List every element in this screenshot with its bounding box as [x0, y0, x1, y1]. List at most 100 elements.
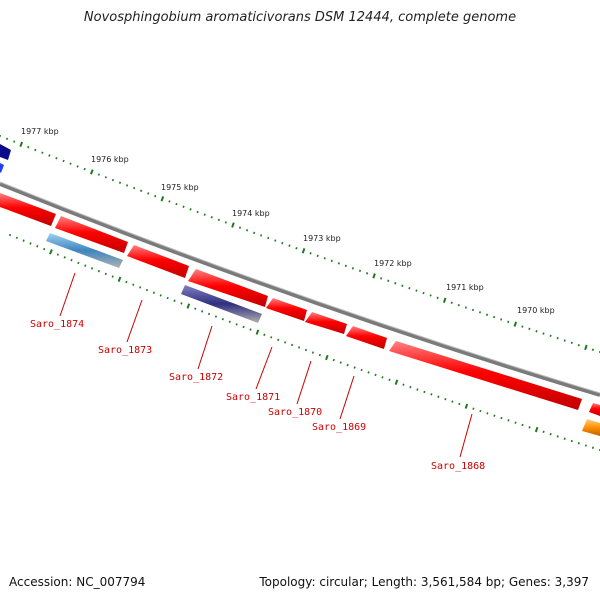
minor-tick [365, 272, 369, 275]
minor-tick [521, 423, 524, 427]
feature-blue-reverse[interactable] [46, 233, 123, 268]
feature-purple-reverse[interactable] [181, 285, 262, 323]
major-tick [160, 196, 165, 202]
minor-tick [34, 148, 37, 152]
minor-tick [346, 363, 349, 367]
major-tick [301, 248, 306, 254]
minor-tick [570, 439, 573, 443]
feature-orange-partial[interactable] [582, 419, 600, 436]
minor-tick [330, 259, 333, 263]
gene-saro-1869-a[interactable] [305, 312, 347, 334]
minor-tick [180, 302, 183, 305]
minor-tick [297, 346, 301, 349]
connector-saro-1871 [255, 346, 273, 390]
gene-saro-1869-b[interactable] [346, 326, 387, 349]
minor-tick [332, 358, 335, 362]
major-tick [231, 222, 235, 228]
gene-saro-1870[interactable] [266, 298, 307, 321]
minor-tick [270, 336, 273, 339]
topology-text: Topology: circular; Length: 3,561,584 bp… [259, 575, 589, 589]
minor-tick [203, 213, 206, 216]
outer-tick-ring [0, 134, 600, 353]
minor-tick [401, 284, 404, 287]
minor-tick [77, 261, 80, 265]
minor-tick [207, 312, 211, 316]
minor-tick [27, 145, 30, 149]
minor-tick [394, 282, 397, 285]
minor-tick [242, 325, 245, 329]
minor-tick [584, 444, 587, 447]
gene-saro-1874[interactable] [0, 193, 56, 226]
minor-tick [556, 336, 559, 340]
minor-tick [429, 294, 432, 297]
minor-tick [500, 318, 503, 321]
minor-tick [245, 229, 249, 232]
minor-tick [173, 299, 176, 302]
minor-tick [8, 233, 12, 237]
minor-tick [43, 247, 46, 251]
accession-text: Accession: NC_007794 [9, 575, 146, 589]
minor-tick [83, 167, 86, 171]
minor-tick [281, 241, 284, 245]
gene-label-saro-1868: Saro_1868 [431, 461, 485, 472]
kbp-label-1973: 1973 kbp [303, 234, 341, 243]
minor-tick [380, 277, 383, 280]
minor-tick [288, 244, 291, 247]
minor-tick [374, 373, 377, 377]
minor-tick [478, 311, 482, 314]
minor-tick [500, 416, 503, 420]
minor-tick [147, 192, 150, 195]
minor-tick [367, 371, 370, 374]
gene-saro-1872[interactable] [127, 245, 189, 278]
minor-tick [416, 388, 419, 391]
connector-saro-1872 [197, 325, 213, 370]
minor-tick [41, 151, 44, 154]
minor-tick [125, 280, 128, 284]
kbp-label-1970: 1970 kbp [517, 306, 555, 315]
minor-tick [304, 348, 308, 352]
minor-tick [284, 341, 287, 344]
minor-tick [535, 330, 538, 333]
minor-tick [311, 351, 315, 354]
minor-tick [344, 264, 347, 268]
minor-tick [507, 320, 510, 324]
minor-tick [318, 353, 321, 357]
minor-tick [214, 315, 218, 318]
minor-tick [201, 310, 204, 313]
gene-label-saro-1874: Saro_1874 [30, 319, 84, 330]
minor-tick [217, 218, 220, 222]
minor-tick [577, 442, 580, 445]
gene-saro-1868[interactable] [389, 341, 582, 410]
minor-tick [577, 343, 580, 347]
minor-tick [591, 348, 594, 351]
connector-saro-1873 [126, 299, 143, 343]
minor-tick [542, 430, 545, 434]
minor-tick [351, 267, 355, 270]
kbp-label-1971: 1971 kbp [446, 283, 484, 292]
connector-saro-1869 [339, 375, 355, 420]
minor-tick [387, 279, 390, 282]
gene-right-partial[interactable] [589, 403, 600, 416]
minor-tick [145, 288, 149, 292]
major-tick [442, 297, 447, 304]
minor-tick [118, 181, 122, 185]
minor-tick [274, 239, 277, 242]
minor-tick [253, 231, 256, 235]
minor-tick [111, 178, 115, 182]
major-tick [325, 354, 329, 361]
minor-tick [133, 186, 136, 190]
kbp-label-1976: 1976 kbp [91, 155, 129, 164]
minor-tick [316, 254, 319, 258]
gene-label-saro-1870: Saro_1870 [268, 407, 322, 418]
gene-saro-1871[interactable] [188, 269, 268, 307]
minor-tick [210, 216, 213, 219]
minor-tick [402, 383, 405, 386]
connector-saro-1874 [59, 272, 76, 317]
gene-saro-1873[interactable] [55, 216, 128, 253]
minor-tick [309, 252, 312, 255]
minor-tick [521, 325, 524, 328]
minor-tick [70, 258, 73, 262]
inner-tick-ring [8, 233, 600, 451]
minor-tick [556, 435, 559, 438]
minor-tick [444, 397, 447, 401]
